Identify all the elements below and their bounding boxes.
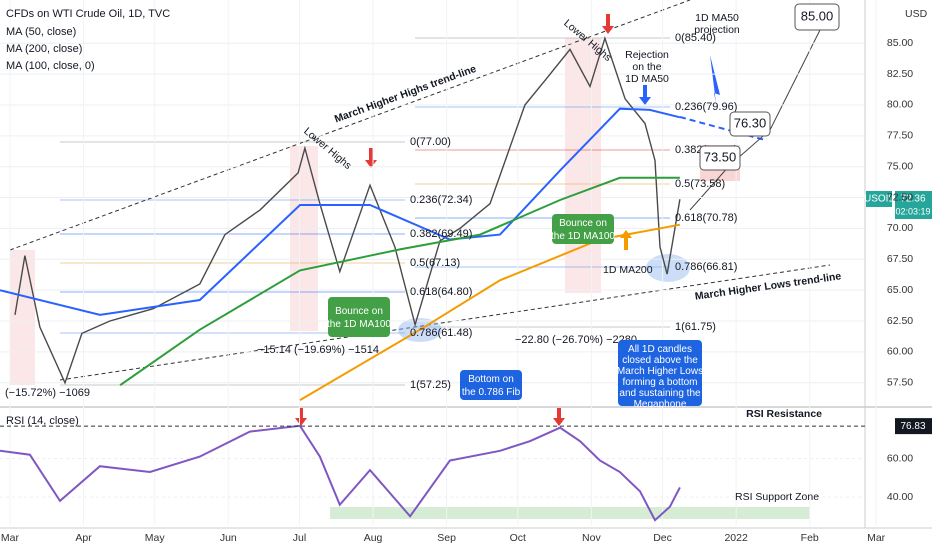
rsi-resistance-tag bbox=[895, 418, 932, 435]
symbol-label: USOIL bbox=[864, 194, 894, 205]
fib-label: 0.5(73.58) bbox=[675, 178, 725, 190]
legend-entry: MA (200, close) bbox=[6, 43, 82, 55]
countdown: 02:03:19 bbox=[895, 206, 930, 216]
symbol-tag bbox=[866, 191, 892, 207]
fib-label: 0.618(64.80) bbox=[410, 286, 472, 298]
fib-label: 0(85.40) bbox=[675, 32, 716, 44]
y-tick-label: 62.50 bbox=[887, 315, 913, 327]
y-tick-label: 80.00 bbox=[887, 99, 913, 111]
fib-label: 0.236(72.34) bbox=[410, 194, 472, 206]
target-label: 85.00 bbox=[801, 8, 834, 23]
ma-line bbox=[119, 176, 680, 387]
target-label: 73.50 bbox=[704, 149, 737, 164]
measure-label: −22.80 (−26.70%) −2280 bbox=[515, 334, 637, 346]
rsi-support-label: RSI Support Zone bbox=[735, 491, 819, 503]
zone bbox=[290, 146, 318, 331]
fib-label: 0.786(66.81) bbox=[675, 261, 737, 273]
rsi-resistance-label: RSI Resistance bbox=[746, 408, 822, 420]
price-tag bbox=[895, 191, 932, 219]
callout-text: Bottom on the 0.786 Fib bbox=[462, 374, 521, 398]
y-tick-label: 70.00 bbox=[887, 222, 913, 234]
callout-text: Bounce on the 1D MA100 bbox=[551, 218, 615, 242]
legend-entry: MA (100, close, 0) bbox=[6, 60, 95, 72]
x-tick-label: 2022 bbox=[724, 532, 748, 544]
callout-text: Bounce on the 1D MA100 bbox=[327, 306, 391, 330]
callout-text: All 1D candles closed above the March High… bbox=[617, 344, 703, 410]
fib-label: 0.618(70.78) bbox=[675, 212, 737, 224]
zone bbox=[565, 38, 601, 293]
fib-label: 0.236(79.96) bbox=[675, 101, 737, 113]
higher-lows-trendline bbox=[59, 264, 831, 381]
higher-highs-trendline bbox=[9, 0, 691, 251]
y-tick-label: 65.00 bbox=[887, 284, 913, 296]
measure-label: (−15.72%) −1069 bbox=[5, 387, 90, 399]
y-tick-label: 82.50 bbox=[887, 68, 913, 80]
currency: USD bbox=[905, 8, 928, 20]
callout-box bbox=[328, 297, 390, 337]
fib-label: 1(61.75) bbox=[675, 321, 716, 333]
y-tick-label: 40.00 bbox=[887, 491, 913, 503]
chart-title: CFDs on WTI Crude Oil, 1D, TVC bbox=[6, 8, 170, 20]
fib-label: 0.5(67.13) bbox=[410, 257, 460, 269]
x-tick-label: Mar bbox=[1, 532, 20, 544]
rsi-title: RSI (14, close) bbox=[6, 415, 79, 427]
target-label: 76.30 bbox=[734, 115, 767, 130]
x-tick-label: Jun bbox=[220, 532, 237, 544]
callout-box bbox=[552, 214, 614, 244]
y-tick-label: 67.50 bbox=[887, 253, 913, 265]
rsi-line bbox=[0, 424, 681, 522]
support-zone bbox=[330, 507, 810, 519]
x-tick-label: May bbox=[145, 532, 166, 544]
y-tick-label: 57.50 bbox=[887, 377, 913, 389]
y-tick-label: 72.50 bbox=[887, 191, 913, 203]
x-tick-label: Jul bbox=[293, 532, 306, 544]
x-tick-label: Feb bbox=[801, 532, 819, 544]
y-tick-label: 85.00 bbox=[887, 37, 913, 49]
rejection-label: Rejection on the 1D MA50 bbox=[625, 49, 669, 85]
projection-path bbox=[689, 29, 821, 211]
x-tick-label: Dec bbox=[653, 532, 672, 544]
fib-label: 0(77.00) bbox=[410, 136, 451, 148]
last-price: 72.36 bbox=[900, 194, 925, 205]
projection-label: 1D MA50 projection bbox=[694, 12, 740, 36]
callout-box bbox=[618, 340, 702, 406]
price-line bbox=[14, 36, 681, 385]
x-tick-label: Nov bbox=[582, 532, 601, 544]
y-tick-label: 77.50 bbox=[887, 130, 913, 142]
x-tick-label: Apr bbox=[75, 532, 92, 544]
y-tick-label: 60.00 bbox=[887, 346, 913, 358]
fib-label: 0.786(61.48) bbox=[410, 327, 472, 339]
legend-entry: MA (50, close) bbox=[6, 26, 76, 38]
ma-line bbox=[299, 223, 681, 401]
fib-label: 1(57.25) bbox=[410, 379, 451, 391]
fib-labels: 0(85.40) 0.236(79.96) 0.382(76.57) 0.5(7… bbox=[5, 32, 737, 399]
measure-label: −15.14 (−19.69%) −1514 bbox=[257, 344, 379, 356]
fib-lines bbox=[60, 37, 670, 386]
x-tick-label: Mar bbox=[867, 532, 886, 544]
y-tick-label: 60.00 bbox=[887, 452, 913, 464]
y-tick-label: 75.00 bbox=[887, 160, 913, 172]
x-tick-label: Oct bbox=[510, 532, 526, 544]
fib-label: 0.382(69.49) bbox=[410, 228, 472, 240]
x-tick-label: Sep bbox=[437, 532, 456, 544]
rsi-resistance-value: 76.83 bbox=[900, 421, 925, 432]
target-boxes: 85.00 76.30 73.50 bbox=[699, 3, 840, 171]
ma200-label: 1D MA200 bbox=[603, 264, 653, 276]
callout-box bbox=[460, 370, 522, 400]
x-tick-label: Aug bbox=[364, 532, 383, 544]
